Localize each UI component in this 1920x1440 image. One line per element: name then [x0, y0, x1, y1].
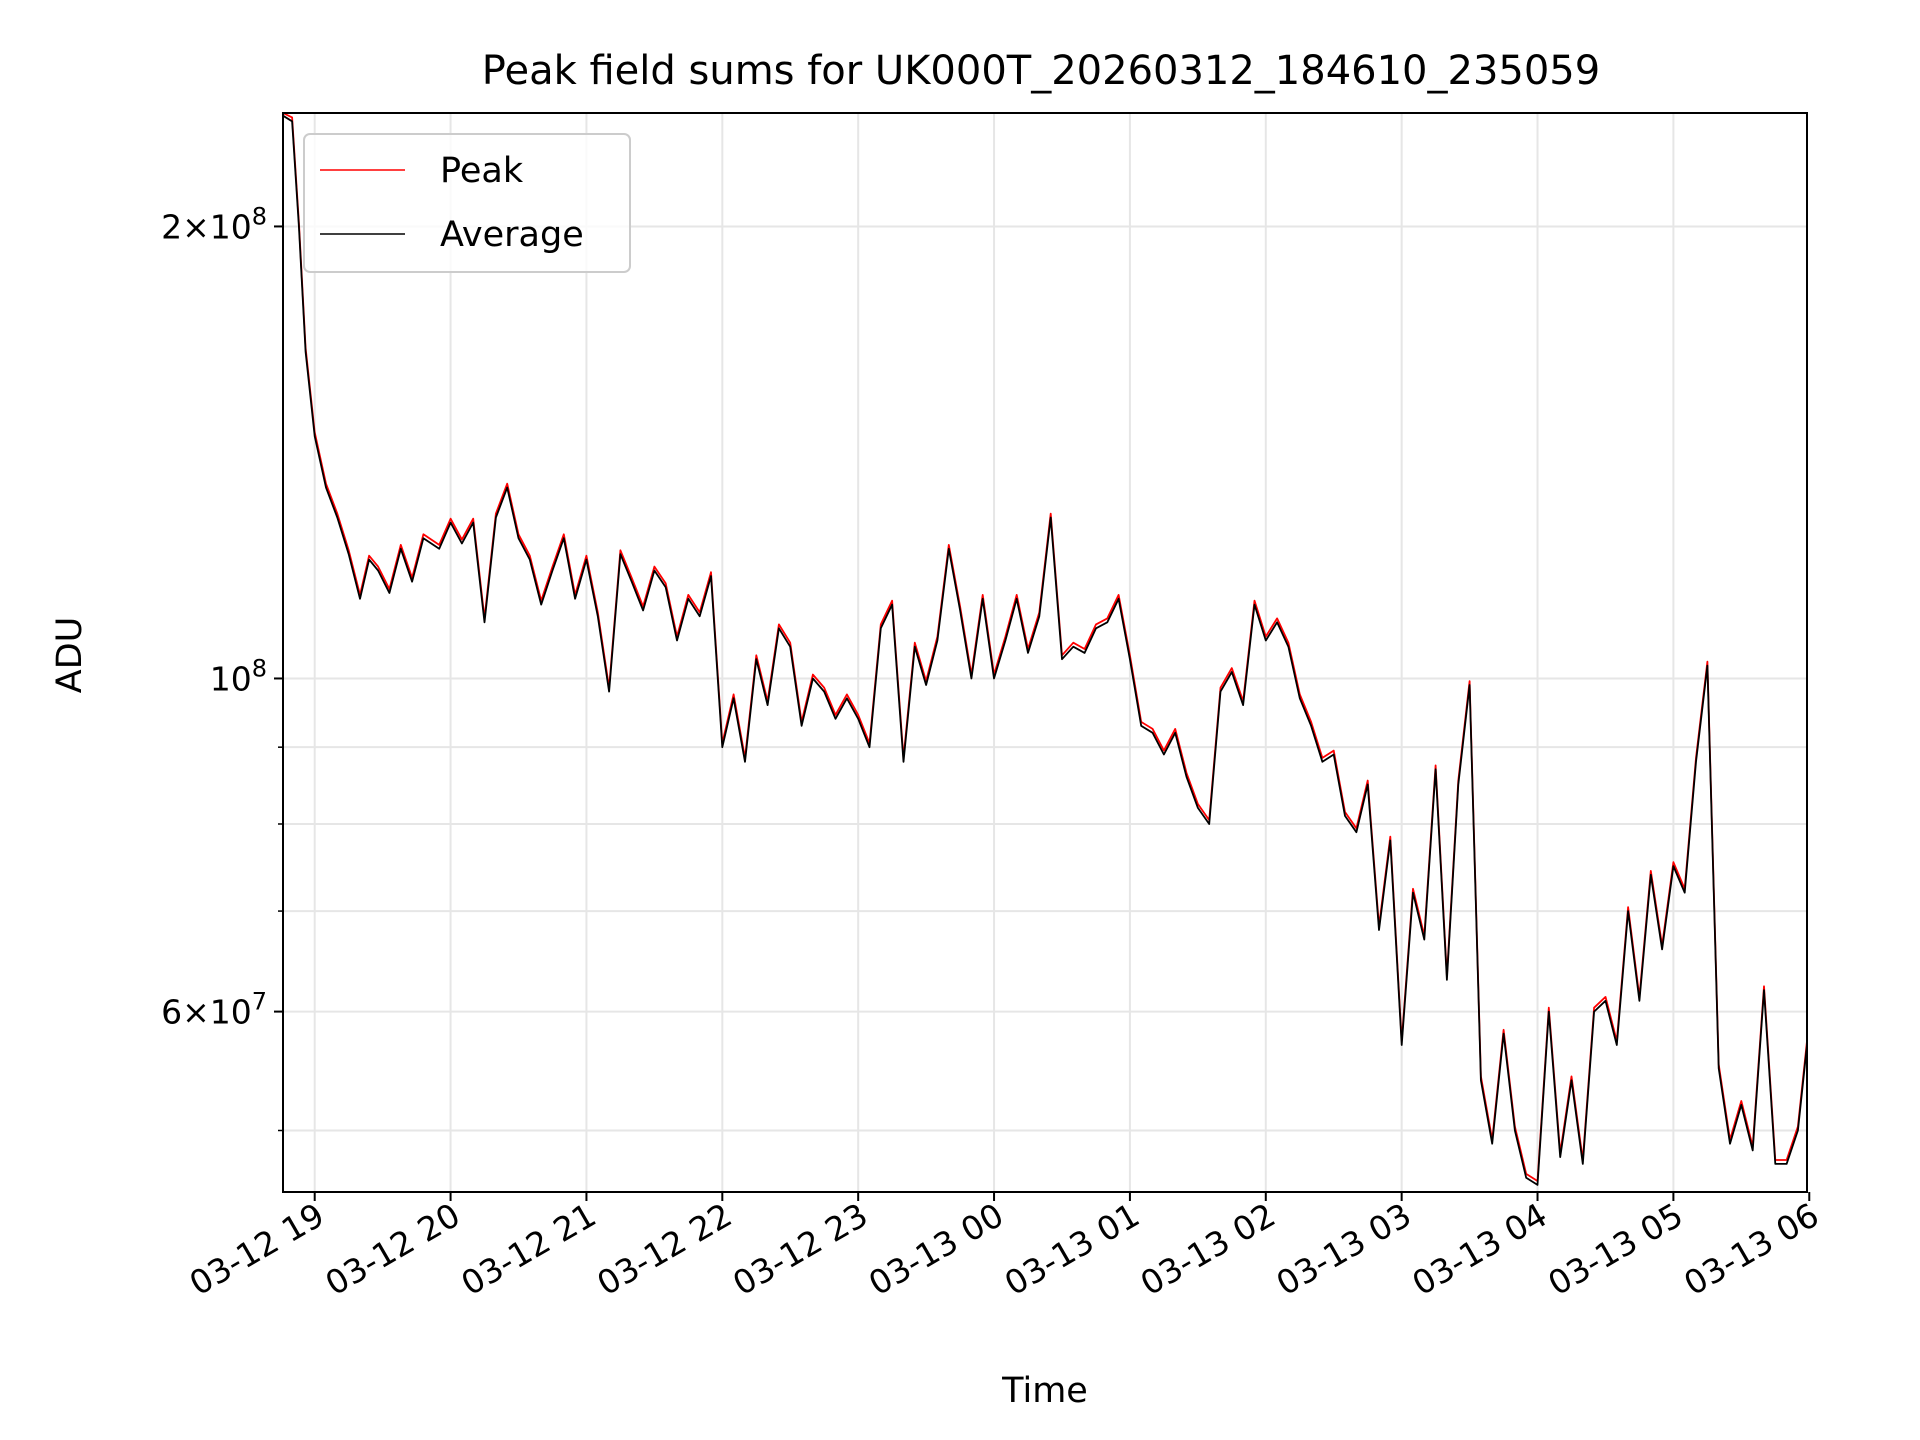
- x-tick-label: 03-12 21: [454, 1195, 602, 1303]
- plot-area: [282, 112, 1808, 1193]
- plot-frame: [282, 112, 1808, 1193]
- x-tick-label: 03-12 20: [319, 1195, 467, 1303]
- series-layer: [282, 112, 1808, 1186]
- plot-background: [283, 113, 1807, 1192]
- series-line-average: [282, 114, 1808, 1186]
- x-tick-label: 03-12 23: [726, 1195, 874, 1303]
- x-tick-label: 03-13 01: [998, 1195, 1146, 1303]
- y-tick-label: 2×108: [161, 202, 267, 246]
- x-tick-label: 03-13 03: [1270, 1195, 1418, 1303]
- x-tick-label: 03-13 05: [1541, 1195, 1689, 1303]
- legend-label-peak: Peak: [440, 151, 524, 191]
- x-tick-label: 03-13 04: [1406, 1195, 1554, 1303]
- legend-label-average: Average: [440, 215, 584, 255]
- grid: [283, 113, 1807, 1192]
- legend: Peak Average: [303, 133, 631, 273]
- x-tick-label: 03-13 02: [1134, 1195, 1282, 1303]
- x-tick-label: 03-13 06: [1677, 1195, 1825, 1303]
- x-axis-title: Time: [1001, 1371, 1088, 1411]
- chart-title: Peak field sums for UK000T_20260312_1846…: [482, 48, 1600, 94]
- y-axis: 6×107 108 2×108: [161, 202, 283, 1132]
- x-tick-label: 03-12 19: [183, 1195, 331, 1303]
- legend-box: [303, 133, 631, 273]
- y-tick-label: 108: [210, 654, 267, 698]
- y-axis-title: ADU: [50, 617, 90, 694]
- y-tick-label: 6×107: [161, 988, 267, 1032]
- x-tick-label: 03-13 00: [862, 1195, 1010, 1303]
- x-tick-label: 03-12 22: [590, 1195, 738, 1303]
